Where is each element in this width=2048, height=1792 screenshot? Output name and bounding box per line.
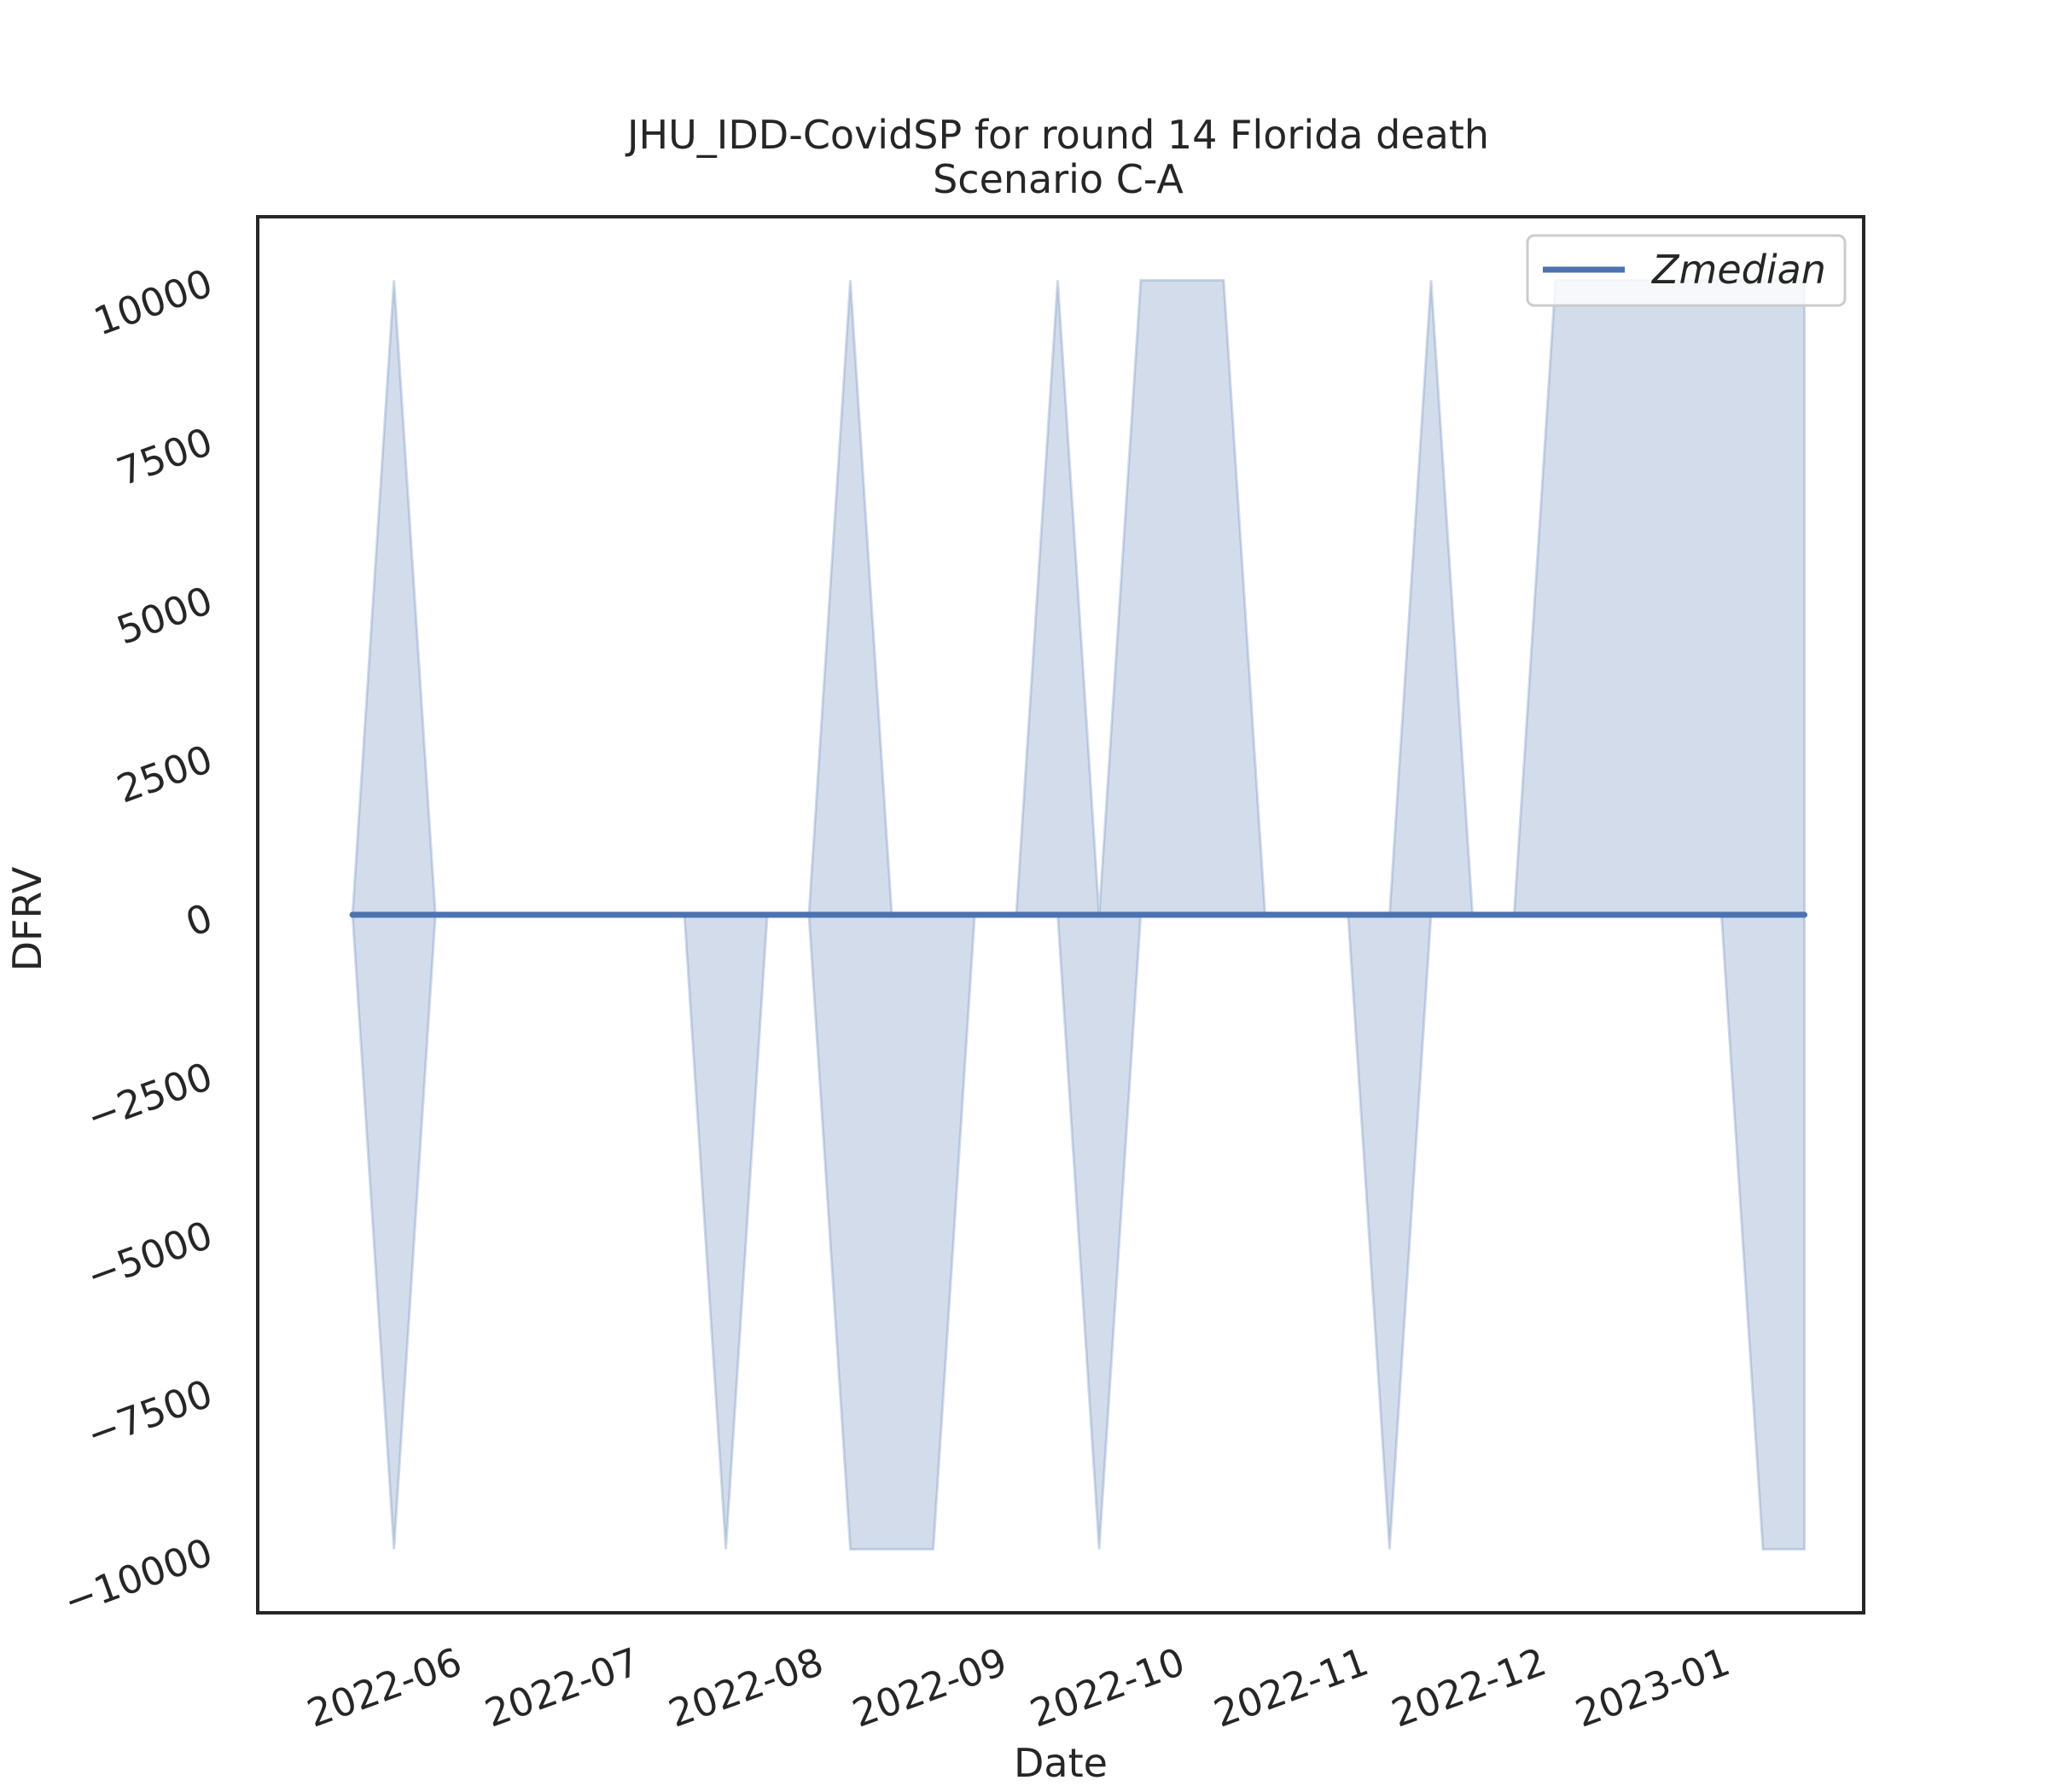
x-tick-label: 2022-07	[479, 1639, 645, 1737]
x-tick-label: 2022-09	[847, 1639, 1013, 1737]
x-tick-label: 2022-12	[1386, 1639, 1552, 1737]
x-tick-label: 2023-01	[1569, 1639, 1736, 1737]
y-axis-label: DFRV	[4, 866, 50, 971]
x-axis: 2022-06 2022-07 2022-08 2022-09 2022-10 2022-…	[301, 1639, 1736, 1737]
y-tick-label: 10000	[88, 260, 218, 345]
legend[interactable]: Zmedian	[1526, 234, 1847, 307]
y-tick-label: 0	[180, 895, 218, 946]
chart-subtitle: Scenario C-A	[933, 156, 1184, 202]
y-tick-label: 2500	[111, 736, 218, 812]
y-axis: −10000 −7500 −5000 −2500 0 2500 5000 7500 10000	[58, 260, 218, 1625]
y-tick-label: −7500	[81, 1370, 218, 1457]
plot-frame	[256, 215, 1865, 1615]
x-tick-label: 2022-11	[1208, 1639, 1375, 1737]
x-tick-label: 2022-10	[1024, 1639, 1190, 1737]
legend-box	[1526, 234, 1847, 307]
y-tick-label: 7500	[111, 419, 218, 495]
y-tick-label: −2500	[81, 1053, 218, 1140]
x-tick-label: 2022-06	[301, 1639, 468, 1737]
legend-label: Zmedian	[1650, 247, 1826, 293]
chart-title: JHU_IDD-CovidSP for round 14 Florida dea…	[625, 112, 1489, 158]
x-tick-label: 2022-08	[663, 1639, 829, 1737]
y-tick-label: 5000	[111, 578, 218, 654]
y-tick-label: −10000	[58, 1529, 218, 1625]
y-tick-label: −5000	[81, 1212, 218, 1299]
x-axis-label: Date	[1014, 1740, 1108, 1786]
